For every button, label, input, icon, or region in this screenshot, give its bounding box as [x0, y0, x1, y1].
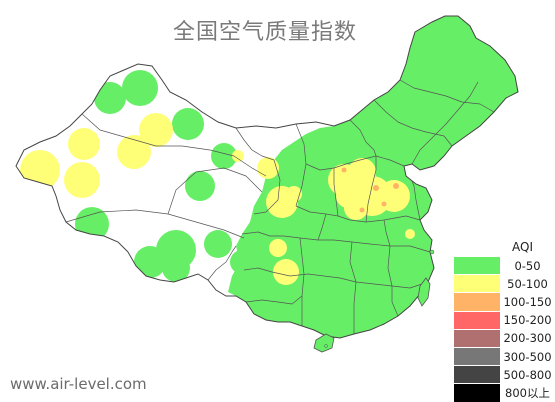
legend-label: 200-300	[503, 331, 552, 346]
legend-label: 0-50	[514, 258, 541, 273]
legend-item: 800以上	[454, 383, 555, 402]
taiwan-island	[417, 277, 431, 307]
legend-swatch	[454, 293, 500, 311]
aqi-green-blobs	[75, 22, 458, 282]
legend-label: 500-800	[503, 367, 552, 382]
aqi-yellow-zones	[20, 113, 415, 330]
aqi-legend: AQI 0-50 50-100 100-150 150-200 200-300 …	[454, 238, 555, 402]
legend-item: 50-100	[454, 274, 555, 293]
legend-swatch	[454, 384, 500, 402]
legend-swatch	[454, 347, 500, 366]
legend-swatch	[454, 311, 500, 329]
legend-item: 100-150	[454, 292, 555, 311]
island-dot	[429, 249, 435, 255]
aqi-orange-spots	[341, 167, 399, 213]
island-dot	[324, 344, 328, 348]
legend-label: 150-200	[503, 313, 552, 328]
legend-title: AQI	[512, 240, 533, 254]
legend-item: 0-50	[454, 256, 555, 275]
watermark-url: www.air-level.com	[10, 375, 147, 393]
legend-item: 150-200	[454, 310, 555, 329]
legend-swatch	[454, 275, 500, 293]
hainan-island	[313, 333, 335, 353]
legend-swatch	[454, 257, 500, 275]
legend-item: 200-300	[454, 328, 555, 347]
legend-label: 100-150	[503, 294, 552, 309]
map-title: 全国空气质量指数	[172, 20, 357, 45]
legend-label: 300-500	[503, 349, 552, 364]
legend-swatch	[454, 366, 500, 384]
legend-label: 800以上	[505, 385, 550, 400]
province-borders	[65, 79, 495, 334]
legend-swatch	[454, 329, 500, 347]
china-outline	[15, 15, 519, 339]
legend-item: 300-500	[454, 346, 555, 366]
legend-label: 50-100	[507, 276, 548, 291]
legend-item: 500-800	[454, 365, 555, 384]
